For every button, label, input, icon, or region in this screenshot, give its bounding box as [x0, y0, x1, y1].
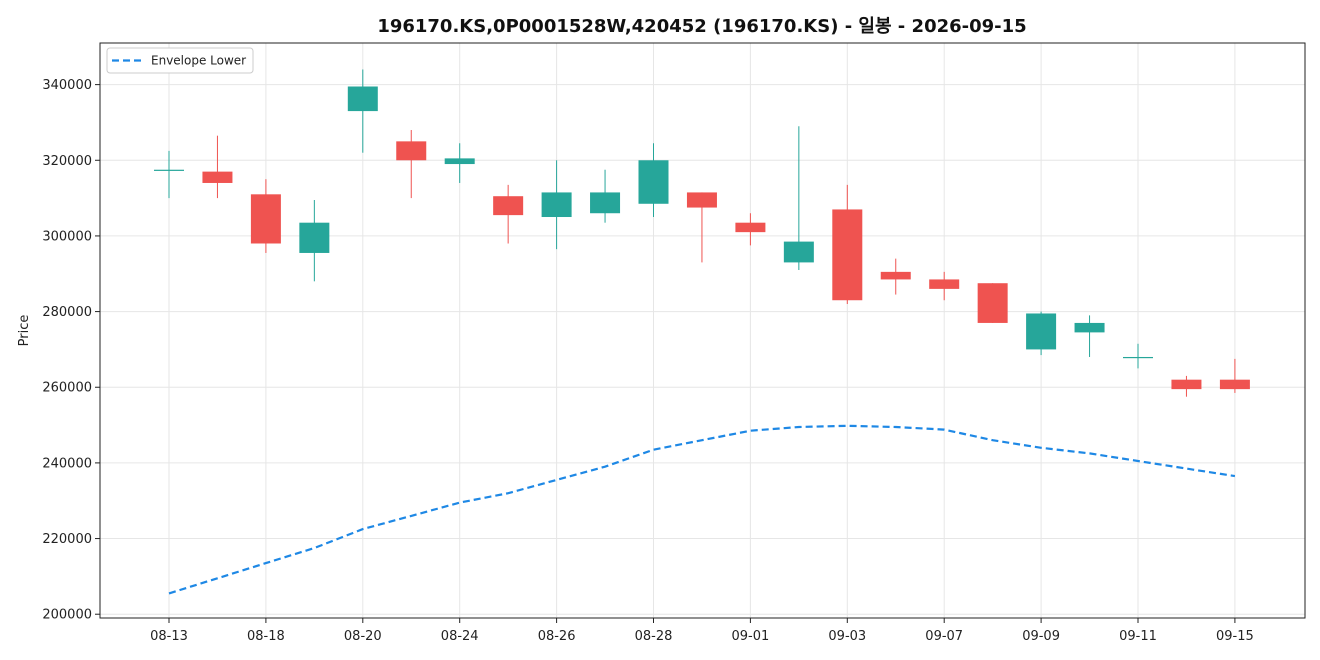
candle — [1171, 375, 1202, 397]
legend-label: Envelope Lower — [151, 54, 246, 68]
x-tick-label: 08-26 — [538, 629, 576, 644]
candle — [347, 69, 378, 153]
candles — [154, 69, 1250, 397]
candle — [250, 179, 281, 253]
candle-body — [1074, 322, 1105, 333]
candle-body — [202, 171, 233, 183]
plot-frame — [99, 42, 1306, 619]
x-tick-label: 08-13 — [150, 629, 188, 644]
x-tick-label: 09-03 — [828, 629, 866, 644]
axis-ticks: 200000 220000 240000 260000 280000 300000 3200… — [42, 78, 1253, 644]
candle-body — [1123, 356, 1153, 359]
candle — [444, 143, 475, 183]
y-tick-label: 340000 — [42, 78, 92, 93]
candle-body — [929, 279, 960, 289]
legend-box — [106, 47, 254, 74]
y-tick-label: 300000 — [42, 229, 92, 244]
x-tick-label: 09-11 — [1119, 629, 1157, 644]
x-tick-label: 09-15 — [1216, 629, 1254, 644]
candle-body — [977, 283, 1008, 323]
grid — [100, 43, 1305, 618]
candle-body — [832, 209, 863, 301]
candle-body — [735, 222, 766, 233]
candle-body — [493, 196, 524, 216]
y-tick-label: 200000 — [42, 608, 92, 623]
candle-body — [1219, 379, 1250, 390]
y-axis-label: Price — [17, 315, 32, 347]
y-tick-label: 220000 — [42, 532, 92, 547]
candle-body — [590, 192, 621, 214]
series-lines — [168, 424, 1236, 595]
x-tick-label: 08-24 — [441, 629, 479, 644]
candle — [493, 184, 524, 244]
candle — [1026, 311, 1057, 356]
candle — [154, 150, 184, 199]
candle — [202, 135, 233, 199]
y-tick-label: 320000 — [42, 154, 92, 169]
y-tick-label: 240000 — [42, 456, 92, 471]
candle-body — [638, 160, 669, 204]
candle — [929, 271, 960, 301]
candle-body — [347, 86, 378, 112]
candle — [832, 184, 863, 305]
y-tick-label: 260000 — [42, 381, 92, 396]
candle — [735, 213, 766, 246]
x-tick-label: 08-28 — [635, 629, 673, 644]
candle — [590, 169, 621, 223]
candle-body — [783, 241, 814, 263]
candle — [396, 130, 427, 199]
x-tick-label: 09-09 — [1022, 629, 1060, 644]
candle-body — [686, 192, 717, 208]
candle — [1074, 315, 1105, 357]
candle — [783, 126, 814, 270]
series-line-envelope-lower — [168, 424, 1236, 595]
candle-body — [541, 192, 572, 218]
candle — [1123, 343, 1153, 369]
candle — [541, 160, 572, 250]
candle-body — [880, 271, 911, 280]
candle — [1219, 358, 1250, 393]
candle — [977, 283, 1008, 323]
legend: Envelope Lower — [106, 47, 254, 74]
x-tick-label: 08-20 — [344, 629, 382, 644]
candle-body — [154, 169, 184, 171]
candle-body — [250, 194, 281, 244]
y-tick-label: 280000 — [42, 305, 92, 320]
chart-title: 196170.KS,0P0001528W,420452 (196170.KS) … — [377, 16, 1026, 37]
x-tick-label: 09-07 — [925, 629, 963, 644]
candle — [638, 143, 669, 218]
candle-body — [396, 141, 427, 161]
candle — [299, 199, 330, 282]
candle-body — [1026, 313, 1057, 350]
candle-body — [444, 158, 475, 165]
x-tick-label: 08-18 — [247, 629, 285, 644]
candle-body — [1171, 379, 1202, 390]
candle-body — [299, 222, 330, 253]
x-tick-label: 09-01 — [732, 629, 770, 644]
candle — [880, 258, 911, 295]
candle — [686, 192, 717, 263]
